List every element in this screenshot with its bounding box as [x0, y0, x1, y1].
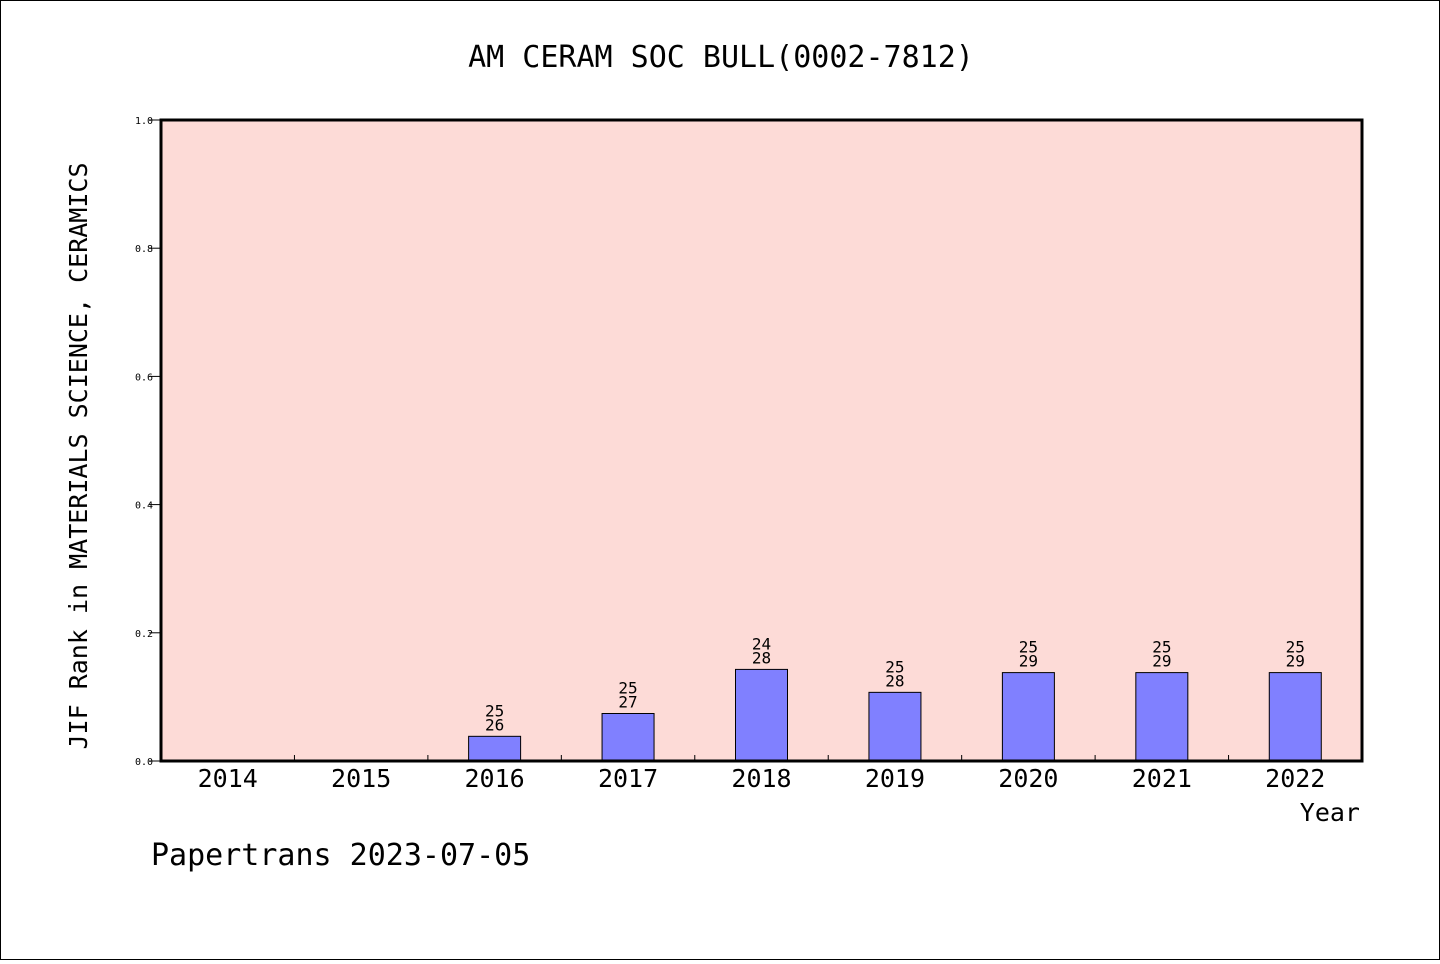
x-tick-label: 2014: [198, 764, 258, 793]
bar-total-label: 29: [1286, 652, 1305, 671]
x-tick-label: 2016: [465, 764, 525, 793]
bar: [868, 691, 922, 762]
y-tick-label: 1.0: [135, 116, 153, 127]
x-tick-label: 2017: [598, 764, 658, 793]
bar: [1268, 672, 1322, 762]
chart-title: AM CERAM SOC BULL(0002-7812): [468, 40, 974, 75]
bar-rank-label: 25: [885, 657, 904, 676]
y-axis-label: JIF Rank in MATERIALS SCIENCE, CERAMICS: [64, 163, 93, 750]
y-tick-label: 0.2: [135, 629, 153, 640]
bar-group: [468, 668, 1322, 762]
plot-border: [159, 118, 1364, 763]
x-tick-label: 2018: [731, 764, 791, 793]
y-tick-label: 0.0: [135, 757, 153, 768]
bar-total-label: 29: [1152, 652, 1171, 671]
bar-total-label: 28: [885, 671, 904, 690]
bar-rank-label: 25: [1152, 638, 1171, 657]
x-tick-label: 2022: [1265, 764, 1325, 793]
bar-rank-label: 24: [752, 634, 771, 653]
bar: [735, 668, 788, 762]
bar-total-label: 26: [485, 715, 504, 734]
y-axis: 0.0 0.2 0.4 0.6 0.8 1.0: [135, 116, 161, 768]
y-tick-label: 0.6: [135, 372, 153, 383]
plot-area: [161, 120, 1362, 761]
footer-credit: Papertrans 2023-07-05: [151, 838, 530, 873]
bar: [1001, 672, 1055, 762]
bar: [601, 713, 655, 762]
y-tick-label: 0.8: [135, 244, 153, 255]
bar-total-label: 27: [618, 693, 637, 712]
bar-rank-label: 25: [485, 701, 504, 720]
bar-total-label: 28: [752, 648, 771, 667]
bar: [468, 735, 522, 762]
x-axis-label: Year: [1300, 798, 1360, 827]
x-tick-label: 2019: [865, 764, 925, 793]
bar: [1135, 672, 1189, 762]
bar-total-label: 29: [1019, 652, 1038, 671]
x-tick-label: 2015: [331, 764, 391, 793]
bar-rank-label: 25: [1019, 638, 1038, 657]
bar-rank-label: 25: [618, 679, 637, 698]
x-tick-label: 2021: [1132, 764, 1192, 793]
x-tick-label: 2020: [998, 764, 1058, 793]
x-axis: 2014 2015 2016 2017 2018 2019 2020 2021 2022: [198, 755, 1325, 793]
y-tick-label: 0.4: [135, 501, 153, 512]
bar-rank-label: 25: [1286, 638, 1305, 657]
